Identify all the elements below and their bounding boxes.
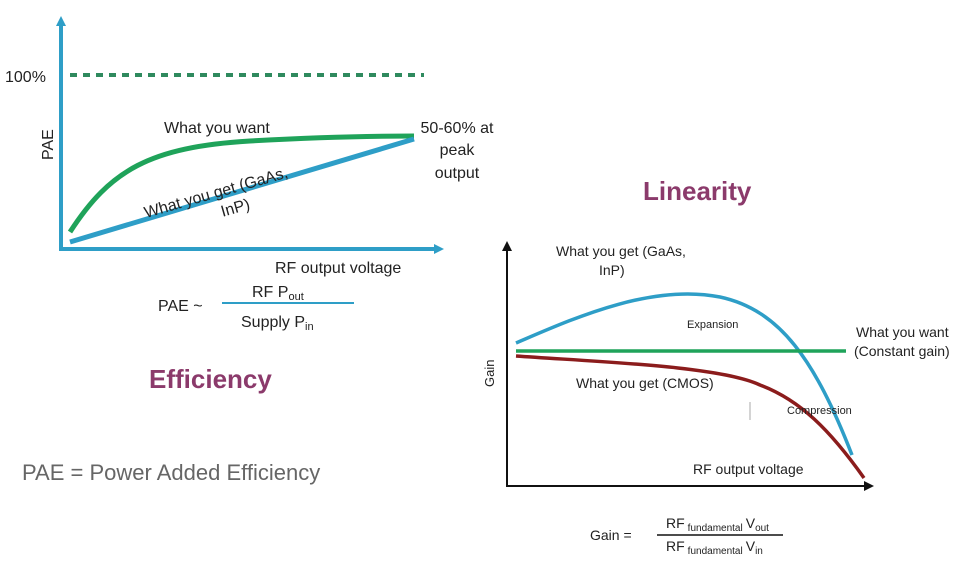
gain-cmos-curve	[515, 354, 866, 480]
linearity-panel: Gain What you get (GaAs, InP) Expansion …	[482, 241, 950, 557]
pae-peak-note-line1: 50-60% at	[421, 120, 494, 137]
pae-get-label-line1: What you get (GaAs,	[142, 165, 289, 222]
gain-gaas-label-line1: What you get (GaAs,	[556, 243, 686, 259]
pae-definition-note: PAE = Power Added Efficiency	[22, 460, 321, 485]
gain-expansion-label: Expansion	[687, 319, 738, 331]
gain-x-axis-label: RF output voltage	[693, 461, 804, 477]
gain-formula-denominator: RF fundamental Vin	[666, 538, 763, 557]
pae-100-percent-label: 100%	[5, 69, 46, 86]
linearity-title: Linearity	[643, 176, 752, 206]
pae-formula: PAE ~ RF Pout Supply Pin	[158, 284, 354, 333]
pae-peak-note-line2: peak	[440, 142, 476, 159]
pae-x-axis-label: RF output voltage	[275, 260, 401, 277]
pae-want-label: What you want	[164, 120, 270, 137]
pae-formula-lhs: PAE ~	[158, 298, 203, 315]
pae-peak-note-line3: output	[435, 165, 480, 182]
pae-y-axis-label: PAE	[40, 129, 57, 160]
pae-get-label: What you get (GaAs, InP)	[142, 165, 289, 222]
efficiency-panel: 100% PAE What you want What you get (GaA…	[5, 16, 494, 333]
pae-formula-numerator: RF Pout	[252, 284, 304, 303]
gain-formula-lhs: Gain =	[590, 527, 632, 543]
pae-get-curve	[69, 136, 415, 245]
gain-gaas-curve	[515, 292, 854, 456]
gain-compression-label: Compression	[787, 405, 852, 417]
pae-want-curve	[67, 133, 415, 234]
efficiency-title: Efficiency	[149, 364, 272, 394]
gain-cmos-label: What you get (CMOS)	[576, 375, 714, 391]
gain-formula: Gain = RF fundamental Vout RF fundamental Vi…	[590, 515, 783, 557]
gain-want-label-line2: (Constant gain)	[854, 343, 950, 359]
gain-gaas-label-line2: InP)	[599, 262, 625, 278]
gain-formula-numerator: RF fundamental Vout	[666, 515, 769, 534]
gain-y-axis-label: Gain	[482, 360, 497, 387]
gain-want-label-line1: What you want	[856, 324, 949, 340]
pae-get-label-line2: InP)	[219, 196, 252, 220]
pae-formula-denominator: Supply Pin	[241, 314, 314, 333]
